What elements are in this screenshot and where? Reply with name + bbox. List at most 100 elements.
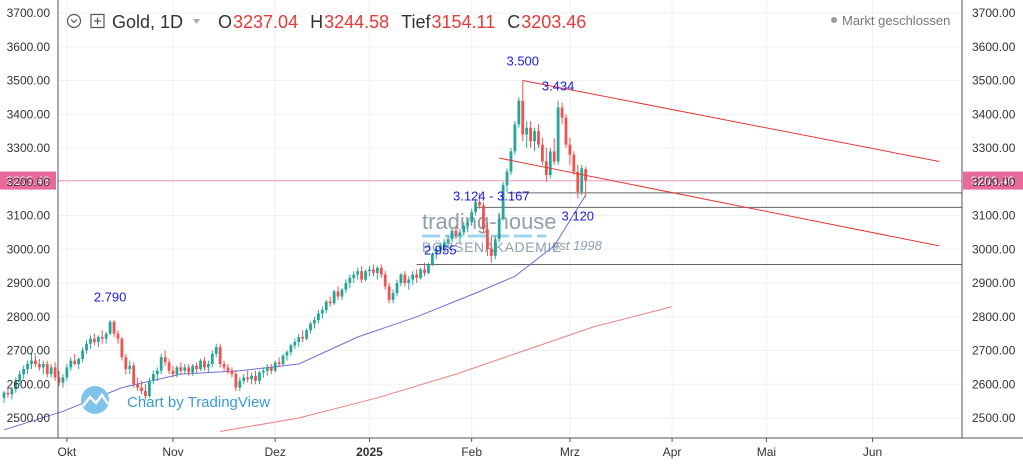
- candle: [529, 121, 533, 148]
- candle-body: [187, 367, 191, 373]
- candle-body: [474, 202, 477, 213]
- x-tick-label: Okt: [58, 445, 77, 459]
- candle: [446, 235, 450, 250]
- ohlc-value: 3244.58: [324, 12, 389, 32]
- candle-body: [124, 357, 128, 370]
- candle: [313, 316, 316, 329]
- last-price-label-left: 3203.46: [6, 174, 50, 188]
- expand-icon[interactable]: [90, 13, 105, 29]
- candle-body: [140, 387, 143, 391]
- candle: [297, 333, 301, 348]
- candle-body: [297, 337, 301, 343]
- candle: [509, 148, 513, 175]
- candle: [179, 362, 183, 375]
- candle-body: [572, 154, 576, 172]
- candle: [383, 271, 387, 290]
- candle-body: [6, 392, 10, 395]
- candle-body: [379, 267, 383, 275]
- candle: [148, 377, 151, 398]
- candle: [438, 242, 442, 255]
- y-tick-label-right: 3600.00: [972, 40, 1016, 54]
- candle: [375, 266, 379, 280]
- price-channel: [499, 80, 940, 247]
- candle: [505, 168, 509, 192]
- candle: [155, 367, 159, 381]
- candle: [258, 370, 261, 385]
- candle-body: [112, 321, 116, 334]
- candle: [144, 384, 147, 400]
- candle-body: [69, 360, 73, 368]
- candle-body: [568, 144, 572, 155]
- y-tick-label-left: 2700.00: [7, 344, 51, 358]
- ma-long-line: [220, 306, 673, 432]
- chevron-down-icon[interactable]: [66, 13, 82, 29]
- candle-body: [179, 367, 183, 371]
- candle-body: [482, 205, 485, 229]
- candle-body: [85, 343, 88, 351]
- candle: [407, 276, 411, 290]
- last-price-label-right: 3203.46: [971, 174, 1015, 188]
- candle: [61, 374, 65, 388]
- candle: [485, 222, 489, 256]
- candle-body: [580, 168, 584, 192]
- watermark-text: trading-house: [422, 209, 557, 234]
- candle: [415, 269, 419, 283]
- candle-body: [375, 267, 379, 273]
- candle: [340, 288, 344, 300]
- candle-body: [493, 239, 497, 256]
- candle: [301, 330, 305, 343]
- candle-body: [434, 249, 438, 255]
- candle-body: [533, 131, 536, 142]
- moving-average-short: [3, 195, 587, 431]
- candle-body: [438, 245, 442, 250]
- annotation-label: 2.790: [94, 290, 127, 305]
- candle-body: [309, 323, 312, 331]
- candle-body: [41, 364, 45, 368]
- candle-body: [234, 374, 238, 388]
- candle: [195, 362, 198, 373]
- candle: [77, 357, 81, 370]
- x-tick-label: 2025: [356, 445, 383, 459]
- candle-body: [285, 352, 289, 356]
- candle-body: [45, 364, 49, 375]
- candle-body: [556, 107, 560, 162]
- candle-body: [226, 367, 230, 371]
- candle: [10, 387, 14, 400]
- candle: [379, 264, 383, 278]
- annotation-label: 3.120: [562, 209, 595, 224]
- y-tick-label-right: 3000.00: [972, 242, 1016, 256]
- candle: [53, 362, 57, 381]
- candle: [167, 358, 171, 375]
- candle-body: [529, 127, 533, 142]
- candle-body: [218, 347, 222, 364]
- candle: [108, 320, 112, 336]
- candle: [419, 267, 422, 280]
- candle-body: [313, 320, 316, 324]
- candle: [206, 360, 210, 373]
- candle: [34, 355, 37, 368]
- candle-body: [250, 375, 253, 380]
- candle-body: [485, 229, 489, 250]
- ohlc-label: Tief: [401, 12, 431, 32]
- tradingview-branding[interactable]: Chart by TradingView: [81, 386, 270, 414]
- candle-body: [230, 370, 234, 375]
- candle-body: [2, 392, 6, 398]
- annotation-label: 3.500: [506, 53, 539, 68]
- candle-body: [360, 271, 364, 280]
- candle-body: [430, 254, 434, 265]
- candle: [2, 391, 6, 403]
- candle-body: [61, 377, 65, 383]
- candle-body: [372, 269, 375, 273]
- y-tick-label-left: 2900.00: [7, 276, 51, 290]
- candle: [250, 372, 253, 385]
- candle: [328, 296, 332, 307]
- candle: [246, 370, 250, 383]
- candle-body: [265, 367, 269, 371]
- candle-body: [470, 212, 474, 223]
- candle: [427, 262, 430, 275]
- dropdown-caret-icon[interactable]: [193, 19, 200, 24]
- candle-body: [269, 367, 273, 371]
- candle: [537, 124, 540, 148]
- symbol-title[interactable]: Gold, 1D: [112, 12, 183, 32]
